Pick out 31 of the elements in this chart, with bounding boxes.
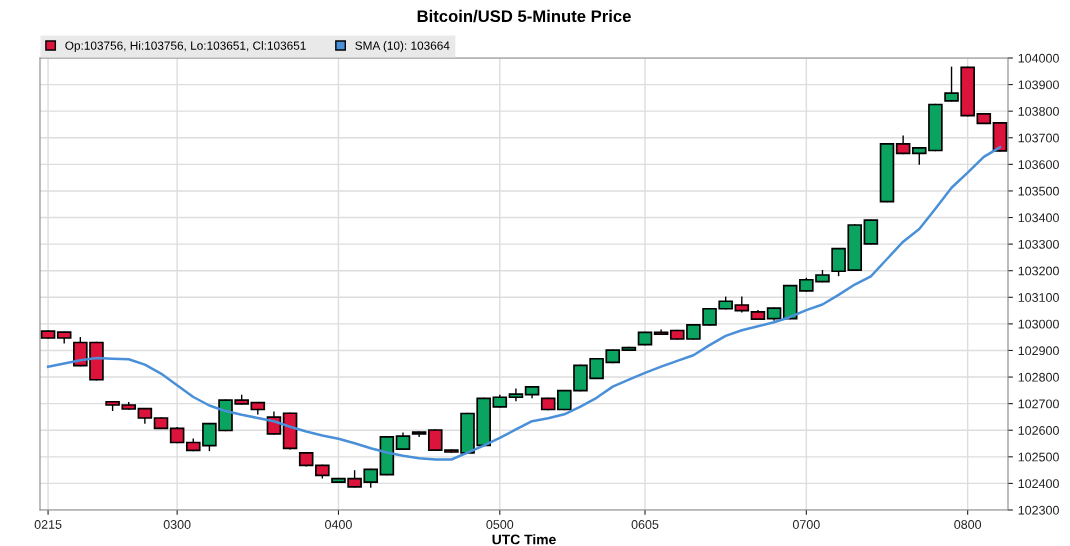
y-tick-label: 103600 <box>1018 160 1059 170</box>
y-tick-label: 103800 <box>1018 106 1059 116</box>
y-tick-label: 104000 <box>1018 53 1059 63</box>
y-tick-label: 102500 <box>1018 452 1059 462</box>
legend-label: SMA (10): 103664 <box>355 41 450 53</box>
x-axis-title: UTC Time <box>492 534 556 545</box>
x-tick-label: 0400 <box>325 520 352 529</box>
y-tick-label: 103300 <box>1018 239 1059 249</box>
y-tick-label: 103100 <box>1018 293 1059 302</box>
y-tick-label: 103900 <box>1018 80 1059 90</box>
y-tick-label: 103200 <box>1018 266 1059 276</box>
y-tick-label: 102700 <box>1018 399 1059 409</box>
x-tick-label: 0800 <box>954 520 982 529</box>
y-tick-label: 102300 <box>1018 505 1059 515</box>
y-tick-label: 103000 <box>1018 319 1059 329</box>
y-tick-label: 102900 <box>1018 346 1059 356</box>
x-tick-label: 0300 <box>163 520 191 529</box>
x-tick-label: 0700 <box>792 520 820 529</box>
y-tick-label: 103400 <box>1018 213 1059 223</box>
x-tick-label: 0500 <box>486 520 514 529</box>
y-tick-label: 103700 <box>1018 133 1059 143</box>
y-tick-label: 102800 <box>1018 372 1059 382</box>
x-tick-label: 0215 <box>34 520 62 529</box>
y-tick-label: 103500 <box>1018 186 1059 196</box>
y-tick-label: 102600 <box>1018 426 1059 435</box>
line-series <box>46 146 1002 461</box>
y-tick-label: 102400 <box>1018 479 1059 489</box>
legend-label: Op:103756, Hi:103756, Lo:103651, Cl:103651 <box>65 41 306 53</box>
chart-title: Bitcoin/USD 5-Minute Price <box>417 9 631 23</box>
x-tick-label: 0605 <box>631 520 659 529</box>
candlestick <box>863 219 879 245</box>
